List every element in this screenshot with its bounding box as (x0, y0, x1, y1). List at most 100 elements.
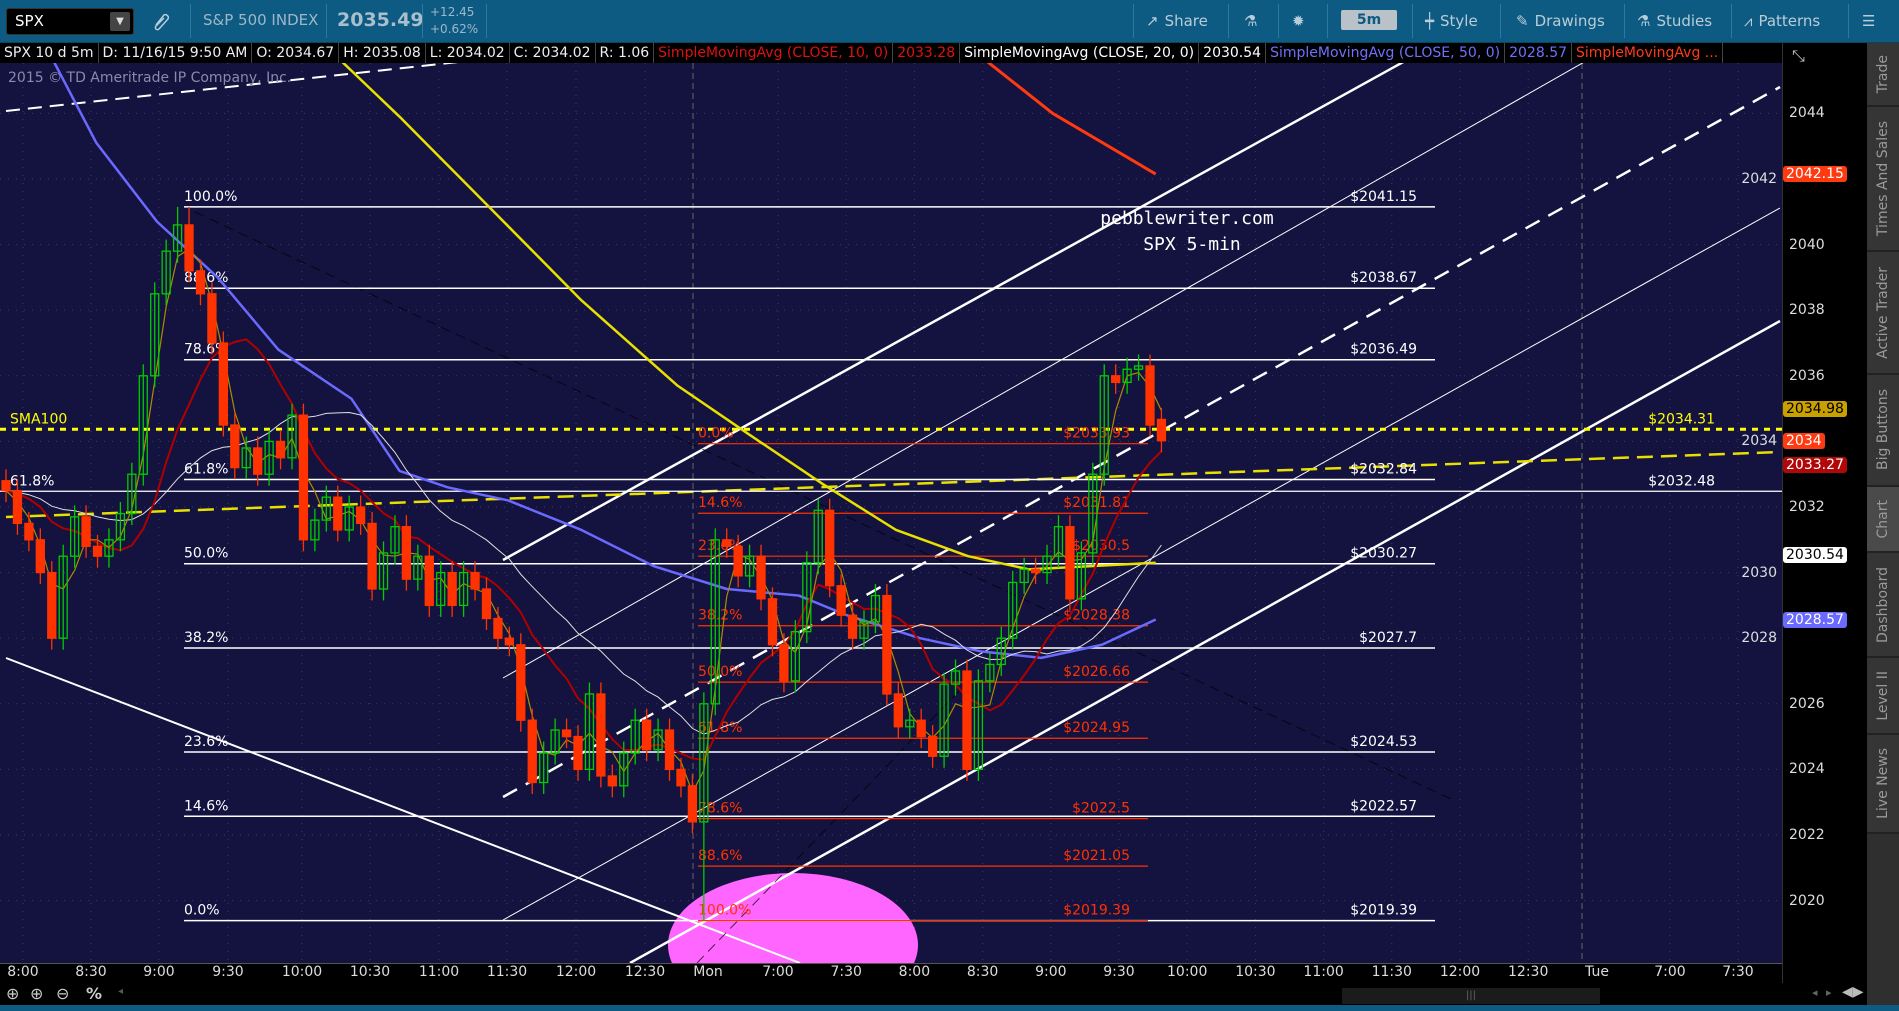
candle[interactable] (927, 725, 938, 768)
candle[interactable] (870, 584, 881, 634)
candle[interactable] (802, 551, 812, 644)
crosshair-icon[interactable]: ⊕ (6, 984, 20, 1003)
candle[interactable] (58, 544, 68, 650)
candle[interactable] (847, 603, 858, 650)
candle[interactable] (1008, 570, 1018, 650)
candle[interactable] (115, 502, 126, 552)
time-axis[interactable] (0, 963, 1782, 983)
expand-horizontal-icon[interactable]: ◀▶ (1842, 984, 1864, 1000)
symbol-selector[interactable]: SPX ▼ (6, 8, 134, 35)
candle[interactable] (333, 485, 343, 542)
candle[interactable] (699, 692, 709, 921)
candle[interactable] (47, 561, 57, 650)
scroll-left-icon[interactable]: ◂ (118, 986, 124, 997)
candle[interactable] (424, 544, 434, 617)
candle[interactable] (1122, 357, 1132, 394)
channel-line-upper[interactable] (502, 61, 1405, 562)
side-tab-dashboard[interactable]: Dashboard (1867, 553, 1899, 658)
candle[interactable] (710, 528, 720, 716)
side-tab-chart[interactable]: Chart (1867, 487, 1899, 553)
side-tab-times-and-sales[interactable]: Times And Sales (1867, 107, 1899, 252)
candle[interactable] (161, 239, 171, 306)
candle[interactable] (436, 561, 446, 617)
candle[interactable] (664, 718, 675, 781)
candle[interactable] (298, 403, 309, 552)
candle[interactable] (756, 544, 766, 611)
candle[interactable] (973, 669, 984, 781)
candle[interactable] (12, 479, 23, 535)
candle[interactable] (1088, 462, 1098, 565)
zoom-in-icon[interactable]: ⊕ (30, 984, 44, 1003)
trendline-yellow-dashed[interactable] (5, 450, 1781, 519)
candle[interactable] (1099, 364, 1109, 486)
candle[interactable] (230, 413, 240, 480)
candle[interactable] (470, 561, 480, 601)
candle[interactable] (653, 718, 663, 762)
sma-fast-line[interactable] (5, 248, 1162, 794)
candle[interactable] (916, 708, 926, 749)
study-sma20-label[interactable]: SimpleMovingAvg (CLOSE, 20, 0) (960, 43, 1200, 63)
sma-orange-line[interactable] (986, 61, 1157, 176)
candle[interactable] (790, 620, 801, 693)
price-chart[interactable]: SMA100 $2034.31 61.8% $2032.48 100.0% $2041.… (0, 0, 1782, 963)
candle[interactable] (996, 626, 1006, 676)
candle[interactable] (950, 659, 961, 696)
trendline-dashed[interactable] (5, 54, 533, 112)
study-sma50-label[interactable]: SimpleMovingAvg (CLOSE, 50, 0) (1266, 43, 1506, 63)
channel-line-median[interactable] (502, 85, 1781, 799)
candle[interactable] (905, 708, 915, 739)
candle[interactable] (150, 282, 160, 388)
trendline-dark-dashed[interactable] (194, 211, 1454, 801)
sma50-line[interactable] (52, 58, 1157, 660)
candle[interactable] (539, 741, 549, 794)
menu-button[interactable]: ☰ (1862, 8, 1875, 35)
candle[interactable] (104, 528, 114, 568)
candle[interactable] (1053, 515, 1064, 568)
candle[interactable] (722, 528, 732, 558)
candle[interactable] (1111, 364, 1121, 394)
candle[interactable] (1156, 407, 1167, 453)
candle[interactable] (458, 561, 469, 617)
candle[interactable] (641, 708, 652, 762)
candle[interactable] (355, 495, 366, 535)
candle[interactable] (344, 495, 354, 542)
trendline-descending[interactable] (5, 657, 801, 963)
style-button[interactable]: ┿ Style (1425, 8, 1478, 35)
candle[interactable] (413, 544, 423, 591)
candle[interactable] (1, 469, 11, 503)
scroll-left-arrow-icon[interactable]: ◂ (1812, 986, 1818, 999)
symbol-period[interactable]: SPX 10 d 5m (0, 43, 99, 63)
candle[interactable] (527, 708, 537, 794)
candle[interactable] (573, 725, 583, 781)
candle[interactable] (882, 584, 892, 706)
candle[interactable] (733, 534, 743, 588)
candle[interactable] (69, 505, 80, 568)
candle[interactable] (893, 682, 903, 739)
price-axis[interactable] (1782, 43, 1867, 983)
sma20-line[interactable] (5, 412, 1162, 735)
candle[interactable] (275, 429, 286, 470)
candle[interactable] (310, 508, 320, 552)
study-sma-more-label[interactable]: SimpleMovingAvg ... (1572, 43, 1724, 63)
drawings-button[interactable]: ✎ Drawings (1516, 8, 1605, 35)
candle[interactable] (504, 626, 515, 657)
sma-yellow-line[interactable] (338, 58, 1156, 571)
candle[interactable] (378, 541, 389, 601)
candle[interactable] (779, 633, 789, 693)
flask-button[interactable]: ⚗ (1244, 8, 1257, 35)
candle[interactable] (1019, 557, 1029, 594)
candle[interactable] (401, 515, 412, 591)
candle[interactable] (367, 511, 377, 601)
candle[interactable] (321, 485, 331, 532)
candle[interactable] (81, 505, 91, 558)
collapse-arrows-icon[interactable]: ⤡ (1792, 46, 1805, 65)
interval-button[interactable]: 5m (1341, 10, 1397, 30)
candle[interactable] (962, 659, 972, 781)
scroll-right-arrow-icon[interactable]: ▸ (1826, 986, 1832, 999)
sma10-line[interactable] (5, 338, 1163, 761)
candle[interactable] (138, 364, 148, 486)
candle[interactable] (1133, 354, 1144, 381)
percent-toggle[interactable]: % (86, 984, 103, 1003)
candle[interactable] (92, 534, 103, 568)
zoom-out-icon[interactable]: ⊖ (56, 984, 70, 1003)
